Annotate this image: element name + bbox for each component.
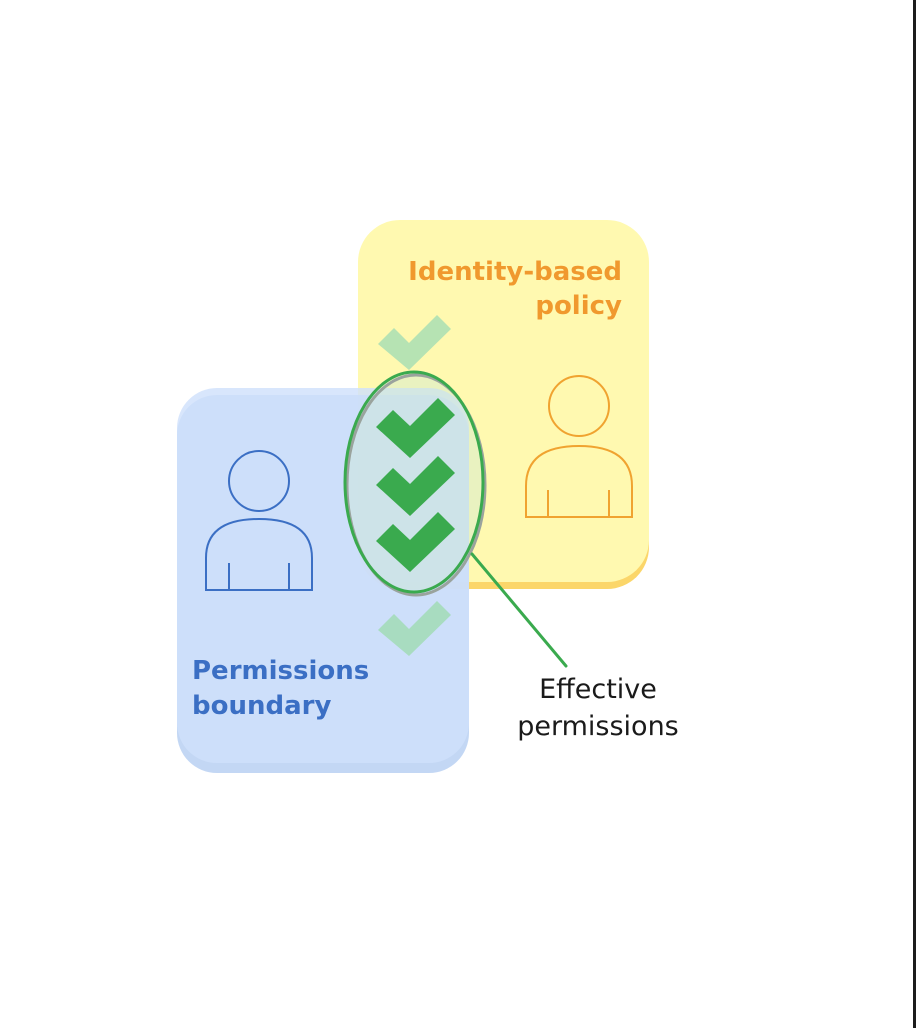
user-icon	[205, 450, 313, 591]
permissions-boundary-label-line1: Permissions	[192, 656, 369, 686]
effective-permissions-label-line2: permissions	[517, 711, 679, 742]
checkmark-icon	[376, 456, 455, 516]
permissions-boundary-label-line2: boundary	[192, 691, 331, 721]
frame-border	[913, 0, 916, 1028]
checkmark-icon	[378, 601, 451, 656]
effective-permissions-label-line1: Effective	[539, 674, 657, 705]
identity-policy-label-line2: policy	[535, 291, 622, 321]
checkmark-icon	[378, 315, 451, 370]
magnifier-handle	[470, 552, 568, 668]
checkmark-icon	[376, 398, 455, 458]
identity-policy-label-line1: Identity-based	[408, 257, 622, 287]
user-icon	[525, 375, 633, 518]
checkmark-icon	[376, 512, 455, 572]
